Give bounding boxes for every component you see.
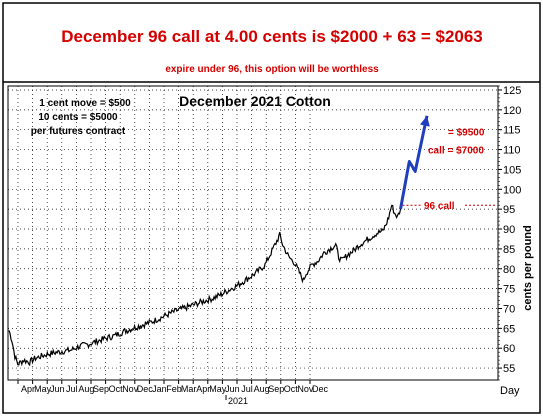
note-3: per futures contract: [31, 126, 126, 137]
projection-series: [399, 115, 430, 210]
note-2: 10 cents = $5000: [38, 112, 118, 123]
y-tick-label: 60: [503, 343, 515, 355]
x-tick-label: Jan: [152, 384, 167, 394]
y-tick-label: 55: [503, 363, 515, 375]
price-line: [8, 204, 402, 367]
call-strike-label: 96 call: [424, 201, 455, 212]
x-tick-label: Nov: [122, 384, 139, 394]
x-tick-label: Jun: [225, 384, 240, 394]
projection-arrowhead: [420, 115, 430, 127]
x-tick-label: Sep: [268, 384, 284, 394]
x-tick-label: Feb: [166, 384, 182, 394]
call-value-label: call = $7000: [428, 146, 484, 157]
x-tick-label: Jul: [241, 384, 253, 394]
x-tick-label: Dec: [137, 384, 154, 394]
projection-line: [399, 115, 429, 210]
y-tick-label: 70: [503, 303, 515, 315]
x-tick-label: May: [209, 384, 227, 394]
x-axis-label: Day: [500, 385, 520, 397]
subline: expire under 96, this option will be wor…: [165, 64, 379, 75]
y-tick-label: 95: [503, 204, 515, 216]
headline: December 96 call at 4.00 cents is $2000 …: [61, 27, 483, 46]
x-tick-label: Dec: [312, 384, 329, 394]
y-tick-label: 125: [503, 85, 521, 97]
x-tick-label: Sep: [93, 384, 109, 394]
annotations: 96 call call = $7000 = $9500: [402, 128, 496, 212]
target-value-label: = $9500: [448, 128, 485, 139]
y-axis: 55 60 65 70 75 80 85 90 95 100 105 110 115 120 125: [498, 85, 521, 381]
x-tick-label: Mar: [181, 384, 197, 394]
price-series: [8, 204, 402, 367]
x-tick-label: Oct: [109, 384, 124, 394]
year-label: 2021: [228, 396, 248, 406]
x-tick-label: May: [34, 384, 52, 394]
y-tick-label: 85: [503, 244, 515, 256]
note-1: 1 cent move = $500: [39, 98, 131, 109]
x-tick-label: Apr: [196, 384, 210, 394]
x-tick-label: Nov: [297, 384, 314, 394]
y-tick-label: 90: [503, 224, 515, 236]
y-tick-label: 65: [503, 323, 515, 335]
y-tick-label: 75: [503, 284, 515, 296]
y-tick-label: 80: [503, 264, 515, 276]
y-tick-label: 105: [503, 164, 521, 176]
x-tick-label: Jul: [66, 384, 78, 394]
y-tick-label: 115: [503, 125, 521, 137]
x-tick-label: Apr: [21, 384, 35, 394]
y-axis-label: cents per pound: [522, 225, 534, 311]
x-tick-label: Aug: [78, 384, 94, 394]
x-tick-label: Jun: [50, 384, 65, 394]
x-tick-label: Aug: [254, 384, 270, 394]
y-tick-label: 100: [503, 184, 521, 196]
y-tick-label: 110: [503, 145, 521, 157]
chart-title: December 2021 Cotton: [179, 93, 331, 109]
y-tick-label: 120: [503, 105, 521, 117]
x-tick-label: Oct: [284, 384, 299, 394]
